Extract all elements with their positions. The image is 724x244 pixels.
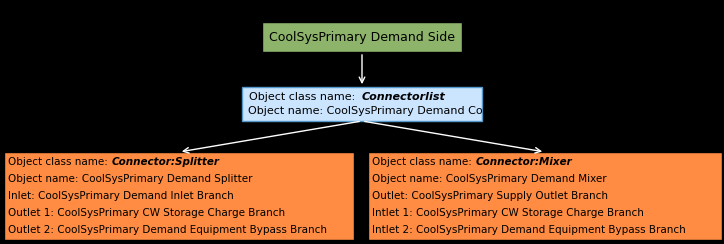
Text: Object class name:: Object class name: [8, 157, 111, 167]
Text: Outlet 1: CoolSysPrimary CW Storage Charge Branch: Outlet 1: CoolSysPrimary CW Storage Char… [8, 208, 285, 218]
Bar [242, 87, 482, 121]
Bar [262, 22, 462, 52]
Bar [4, 152, 354, 240]
Text: Object class name:: Object class name: [372, 157, 475, 167]
Text: Connectorlist: Connectorlist [362, 92, 446, 102]
Text: Outlet 2: CoolSysPrimary Demand Equipment Bypass Branch: Outlet 2: CoolSysPrimary Demand Equipmen… [8, 225, 327, 235]
Text: Object name: CoolSysPrimary Demand Splitter: Object name: CoolSysPrimary Demand Split… [8, 174, 253, 184]
Text: Intlet 1: CoolSysPrimary CW Storage Charge Branch: Intlet 1: CoolSysPrimary CW Storage Char… [372, 208, 644, 218]
Text: Connector:Mixer: Connector:Mixer [475, 157, 572, 167]
Text: Intlet 2: CoolSysPrimary Demand Equipment Bypass Branch: Intlet 2: CoolSysPrimary Demand Equipmen… [372, 225, 686, 235]
Text: Object class name:: Object class name: [249, 92, 362, 102]
Text: Outlet: CoolSysPrimary Supply Outlet Branch: Outlet: CoolSysPrimary Supply Outlet Bra… [372, 191, 608, 201]
Text: Object name: CoolSysPrimary Demand Mixer: Object name: CoolSysPrimary Demand Mixer [372, 174, 607, 184]
Text: Connector:Splitter: Connector:Splitter [111, 157, 219, 167]
Text: CoolSysPrimary Demand Side: CoolSysPrimary Demand Side [269, 30, 455, 43]
Bar [368, 152, 722, 240]
Text: Inlet: CoolSysPrimary Demand Inlet Branch: Inlet: CoolSysPrimary Demand Inlet Branc… [8, 191, 234, 201]
Text: Object name: CoolSysPrimary Demand Connectors: Object name: CoolSysPrimary Demand Conne… [248, 106, 531, 116]
